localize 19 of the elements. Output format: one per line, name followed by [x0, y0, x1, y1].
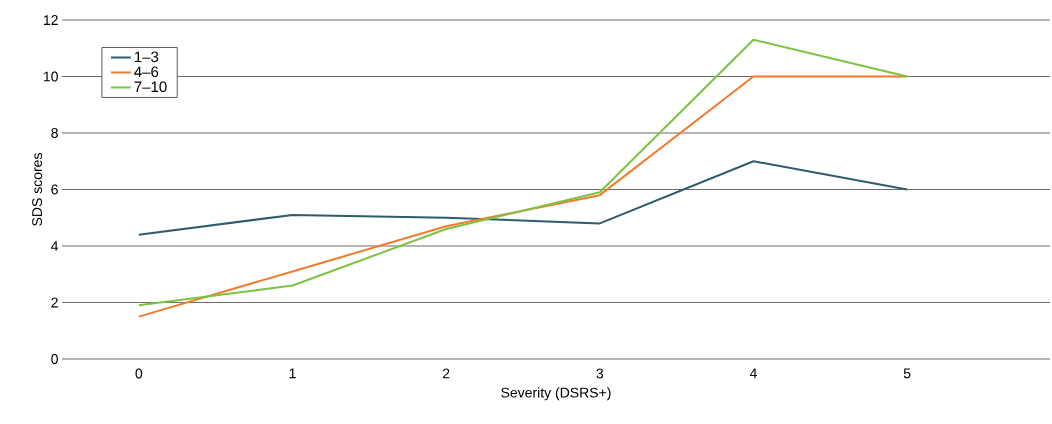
- legend-label: 1–3: [134, 51, 159, 63]
- x-tick-label: 3: [596, 368, 604, 379]
- legend-label: 7–10: [134, 81, 167, 93]
- x-axis-title: Severity (DSRS+): [501, 387, 611, 401]
- x-tick-label: 0: [135, 368, 143, 379]
- y-tick-label: 2: [51, 297, 58, 308]
- y-tick-label: 0: [51, 354, 58, 364]
- y-tick-label: 12: [43, 15, 58, 25]
- y-tick-label: 6: [51, 184, 58, 195]
- x-tick-label: 2: [442, 368, 450, 379]
- y-tick-label: 4: [51, 241, 59, 251]
- line-series: [137, 160, 909, 236]
- x-tick-label: 5: [903, 368, 911, 379]
- legend-label: 4–6: [134, 66, 159, 78]
- x-tick-label: 4: [749, 368, 757, 379]
- x-tick-label: 1: [289, 368, 296, 379]
- y-tick-label: 8: [51, 128, 58, 138]
- y-axis-title: SDS scores: [32, 153, 43, 226]
- y-tick-label: 10: [43, 71, 58, 82]
